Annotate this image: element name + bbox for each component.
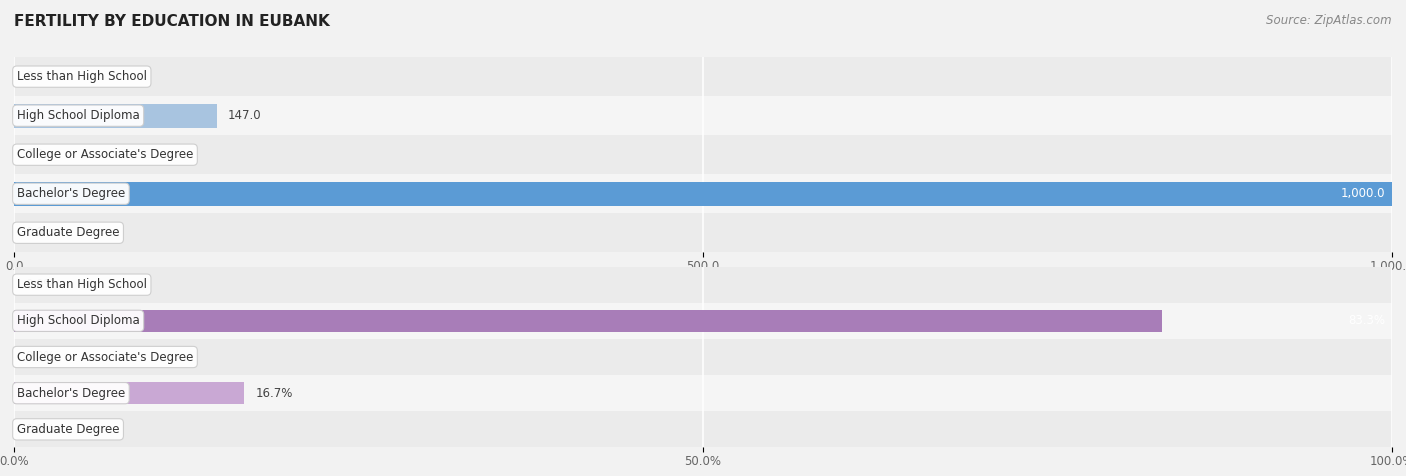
Bar	[14, 135, 1392, 174]
Text: 16.7%: 16.7%	[256, 387, 292, 400]
Bar	[14, 213, 1392, 252]
Bar	[14, 382, 245, 405]
Text: 83.3%: 83.3%	[1348, 314, 1385, 327]
Text: High School Diploma: High School Diploma	[17, 314, 139, 327]
Text: 0.0%: 0.0%	[25, 423, 55, 436]
Bar	[14, 174, 1392, 213]
Bar	[14, 104, 217, 128]
Text: 0.0%: 0.0%	[25, 350, 55, 364]
Text: Source: ZipAtlas.com: Source: ZipAtlas.com	[1267, 14, 1392, 27]
Text: 147.0: 147.0	[228, 109, 262, 122]
Text: 0.0: 0.0	[25, 70, 44, 83]
Bar	[14, 411, 1392, 447]
Bar	[14, 375, 1392, 411]
Text: College or Associate's Degree: College or Associate's Degree	[17, 350, 193, 364]
Text: College or Associate's Degree: College or Associate's Degree	[17, 148, 193, 161]
Text: 0.0%: 0.0%	[25, 278, 55, 291]
Text: Bachelor's Degree: Bachelor's Degree	[17, 187, 125, 200]
Bar	[14, 267, 1392, 303]
Bar	[14, 309, 1161, 332]
Text: 0.0: 0.0	[25, 148, 44, 161]
Text: 1,000.0: 1,000.0	[1340, 187, 1385, 200]
Bar	[14, 303, 1392, 339]
Text: High School Diploma: High School Diploma	[17, 109, 139, 122]
Bar	[14, 182, 1392, 206]
Bar	[14, 96, 1392, 135]
Bar	[14, 57, 1392, 96]
Bar	[14, 339, 1392, 375]
Text: 0.0: 0.0	[25, 226, 44, 239]
Text: Less than High School: Less than High School	[17, 278, 146, 291]
Text: Less than High School: Less than High School	[17, 70, 146, 83]
Text: Graduate Degree: Graduate Degree	[17, 423, 120, 436]
Text: Bachelor's Degree: Bachelor's Degree	[17, 387, 125, 400]
Text: FERTILITY BY EDUCATION IN EUBANK: FERTILITY BY EDUCATION IN EUBANK	[14, 14, 330, 30]
Text: Graduate Degree: Graduate Degree	[17, 226, 120, 239]
